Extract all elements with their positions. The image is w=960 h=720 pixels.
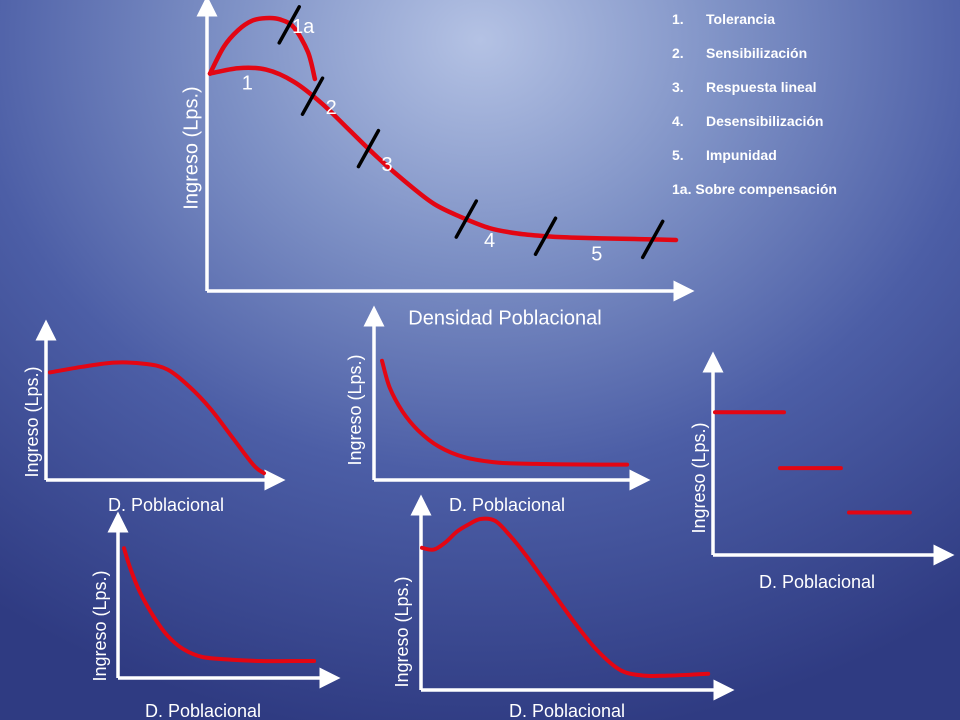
legend-item: 1. Tolerancia (672, 6, 837, 40)
legend-item-label: Tolerancia (706, 11, 775, 27)
stage-label: 3 (382, 154, 393, 176)
legend-item-label: Desensibilización (706, 113, 824, 129)
stage-divider (454, 199, 479, 239)
series-line (207, 15, 318, 82)
series-line (380, 358, 630, 467)
y-axis-label: Ingreso (Lps.) (180, 86, 202, 209)
stage-divider (640, 219, 665, 260)
x-axis-label: Densidad Poblacional (408, 307, 601, 329)
stage-label: 5 (591, 243, 602, 265)
stage-label: 4 (484, 230, 495, 252)
legend-item: 3. Respuesta lineal (672, 74, 837, 108)
legend-item: 1a. Sobre compensación (672, 176, 837, 210)
stage-divider (533, 216, 558, 256)
legend-item-number: 2. (672, 45, 684, 61)
x-axis-label: D. Poblacional (509, 701, 625, 720)
legend-item: 4. Desensibilización (672, 108, 837, 142)
y-axis-label: Ingreso (Lps.) (345, 354, 365, 465)
series-line (48, 360, 266, 476)
legend-list: 1. Tolerancia 2. Sensibilización 3. Respuesta… (672, 6, 837, 210)
legend-item: 2. Sensibilización (672, 40, 837, 74)
stage-divider (300, 76, 325, 116)
y-axis-label: Ingreso (Lps.) (689, 422, 709, 533)
y-axis-label: Ingreso (Lps.) (90, 570, 110, 681)
legend-item-label: 1a. Sobre compensación (672, 181, 837, 197)
x-axis-label: D. Poblacional (759, 572, 875, 592)
series-line (420, 516, 711, 679)
stage-label: 1 (242, 73, 253, 95)
legend-item-number: 5. (672, 147, 684, 163)
legend-item-label: Respuesta lineal (706, 79, 817, 95)
series-line (207, 65, 679, 243)
x-axis-label: D. Poblacional (108, 495, 224, 515)
legend-item-label: Impunidad (706, 147, 777, 163)
y-axis-label: Ingreso (Lps.) (22, 366, 42, 477)
legend-item-number: 3. (672, 79, 684, 95)
legend-item-label: Sensibilización (706, 45, 808, 61)
stage-label: 1a (292, 16, 315, 38)
stage-divider (277, 5, 301, 45)
legend-item-number: 1. (672, 11, 684, 27)
legend-item-number: 4. (672, 113, 684, 129)
legend-item: 5. Impunidad (672, 142, 837, 176)
stage-label: 2 (326, 97, 337, 119)
x-axis-label: D. Poblacional (145, 701, 261, 720)
stage-divider (356, 128, 381, 169)
series-line (122, 546, 317, 664)
y-axis-label: Ingreso (Lps.) (392, 576, 412, 687)
x-axis-label: D. Poblacional (449, 495, 565, 515)
